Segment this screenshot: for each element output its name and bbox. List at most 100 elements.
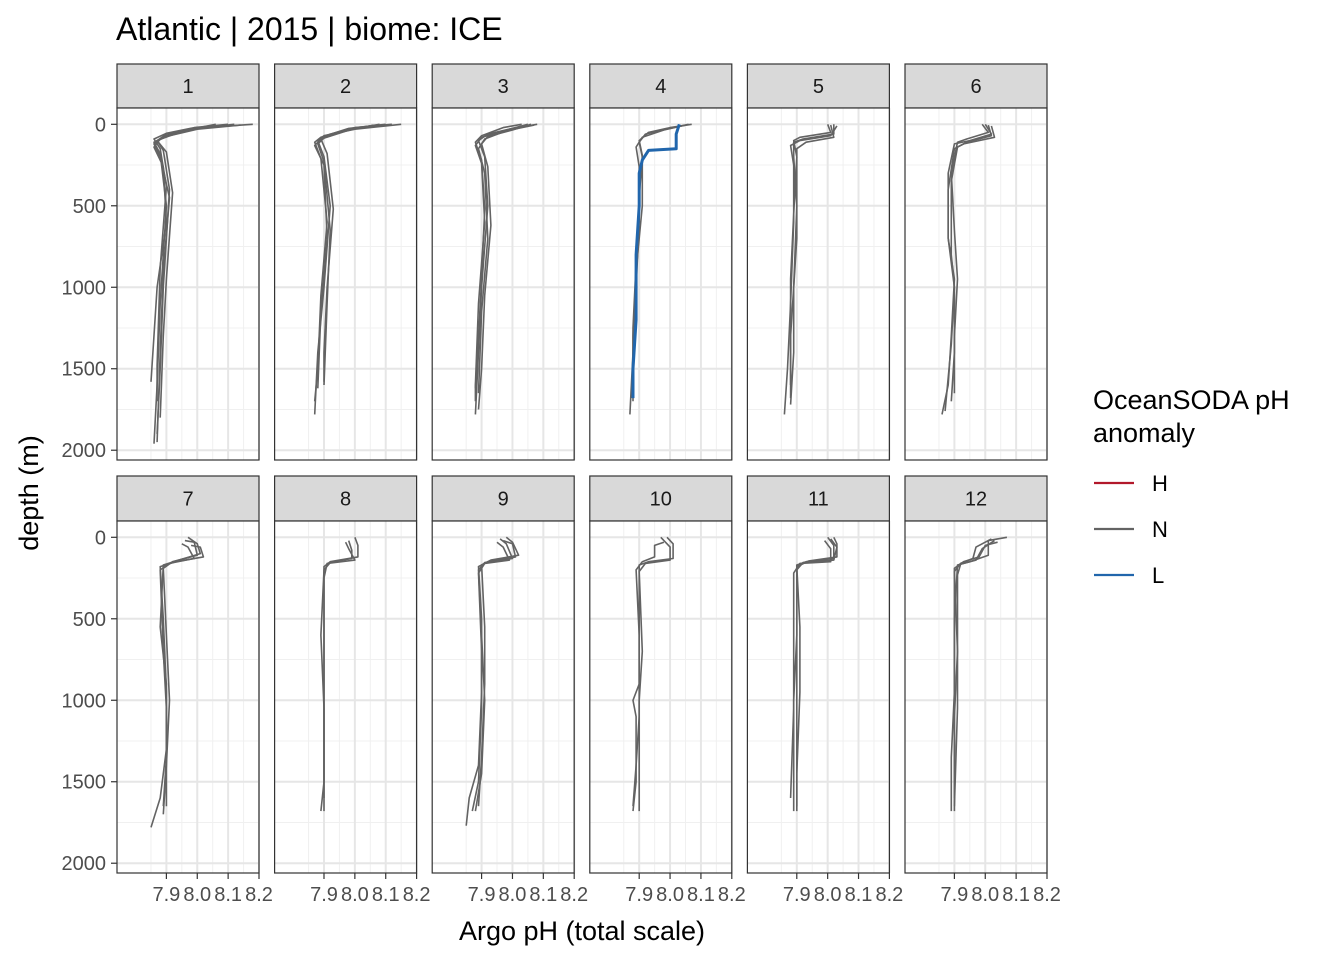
plot-background <box>274 108 417 460</box>
facet-strip <box>274 63 418 109</box>
plot-background <box>432 521 575 873</box>
facet-panel-1: 1 <box>116 63 260 461</box>
facet-panel-12: 12 <box>904 475 1048 874</box>
facet-strip <box>904 63 1048 109</box>
y-axis-title: depth (m) <box>14 435 44 551</box>
x-tick-label: 8.2 <box>245 884 273 906</box>
profile-line-N <box>953 539 995 807</box>
plot-background <box>589 108 732 460</box>
facet-strip-label: 10 <box>650 489 672 511</box>
profile-line-N <box>789 124 835 399</box>
panel-border <box>431 520 575 874</box>
y-tick-label: 500 <box>73 609 106 631</box>
panel-border <box>274 520 418 874</box>
facet-strip-label: 5 <box>813 76 824 98</box>
plot-background <box>274 521 417 873</box>
profile-line-N <box>792 536 835 812</box>
facet-panel-7: 7 <box>116 475 260 874</box>
profile-line-N <box>789 124 835 405</box>
panel-border <box>904 107 1048 461</box>
facet-panel-6: 6 <box>904 63 1048 461</box>
y-tick-label: 0 <box>95 114 106 136</box>
legend-entries: HNL <box>1094 471 1168 588</box>
x-tick-label: 7.9 <box>940 884 968 906</box>
facet-strip-label: 2 <box>340 76 351 98</box>
panel-border <box>904 520 1048 874</box>
profile-line-N <box>317 123 380 386</box>
legend: OceanSODA pH anomaly HNL <box>1093 385 1290 588</box>
y-tick-label: 0 <box>95 527 106 549</box>
facet-panels: 1 2 3 4 5 67 8 9 10 11 12 <box>116 63 1048 874</box>
facet-strip <box>589 475 733 522</box>
plot-background <box>905 108 1047 460</box>
plot-background <box>432 108 575 460</box>
plot-background <box>117 521 259 873</box>
facet-strip-label: 1 <box>182 76 193 98</box>
x-tick-label: 8.1 <box>529 884 557 906</box>
profile-line-N <box>471 541 511 812</box>
profile-line-N <box>944 125 996 412</box>
plot-background <box>589 521 732 873</box>
profile-line-N <box>159 536 202 807</box>
profile-line-N <box>156 124 241 418</box>
profile-line-N <box>477 536 520 807</box>
profile-line-N <box>320 123 392 382</box>
plot-background <box>747 108 890 460</box>
facet-strip <box>274 475 418 522</box>
profile-line-N <box>796 536 838 807</box>
panel-border <box>116 107 260 461</box>
x-tick-label: 8.1 <box>845 884 873 906</box>
profile-line-N <box>632 541 665 807</box>
facet-strip-label: 4 <box>655 76 666 98</box>
profile-line-L <box>631 123 681 399</box>
facet-strip <box>589 63 733 109</box>
facet-panel-11: 11 <box>746 475 891 874</box>
x-tick-label: 8.1 <box>214 884 242 906</box>
x-tick-label: 7.9 <box>625 884 653 906</box>
x-tick-label: 7.9 <box>468 884 496 906</box>
y-tick-label: 1000 <box>62 690 107 712</box>
plot-background <box>117 108 259 460</box>
x-tick-label: 8.0 <box>183 884 211 906</box>
x-tick-label: 7.9 <box>783 884 811 906</box>
profile-line-N <box>638 536 671 812</box>
legend-title-line-2: anomaly <box>1093 418 1196 448</box>
profile-line-N <box>474 123 522 389</box>
profile-line-N <box>789 124 832 385</box>
x-tick-label: 8.1 <box>1002 884 1030 906</box>
x-tick-label: 8.0 <box>656 884 684 906</box>
x-tick-label: 8.1 <box>372 884 400 906</box>
plot-background <box>747 521 890 873</box>
profile-line-N <box>953 538 992 798</box>
legend-label-L: L <box>1152 563 1164 588</box>
profile-line-N <box>783 125 838 415</box>
panel-border <box>589 520 733 874</box>
profile-line-N <box>950 123 990 394</box>
x-tick-label: 8.0 <box>341 884 369 906</box>
facet-strip <box>116 63 260 109</box>
chart-title: Atlantic | 2015 | biome: ICE <box>116 11 503 47</box>
x-tick-label: 7.9 <box>310 884 338 906</box>
x-axis-title: Argo pH (total scale) <box>459 916 705 946</box>
x-tick-label: 7.9 <box>152 884 180 906</box>
facet-panel-8: 8 <box>274 475 418 874</box>
facet-strip-label: 6 <box>970 76 981 98</box>
panel-border <box>431 107 575 461</box>
profile-line-N <box>323 541 356 798</box>
profile-line-N <box>153 123 229 402</box>
y-tick-label: 2000 <box>62 853 107 875</box>
x-tick-label: 8.0 <box>499 884 527 906</box>
x-tick-label: 8.1 <box>687 884 715 906</box>
facet-panel-2: 2 <box>274 63 418 461</box>
facet-panel-9: 9 <box>431 475 576 874</box>
plot-background <box>905 521 1047 873</box>
facet-strip-label: 11 <box>808 489 829 511</box>
y-tick-label: 1500 <box>62 359 107 381</box>
facet-panel-4: 4 <box>589 63 733 461</box>
x-tick-label: 8.2 <box>875 884 903 906</box>
facet-strip-label: 9 <box>498 489 509 511</box>
x-tick-label: 8.2 <box>1033 884 1061 906</box>
legend-label-H: H <box>1152 471 1168 496</box>
profile-line-N <box>477 123 532 410</box>
